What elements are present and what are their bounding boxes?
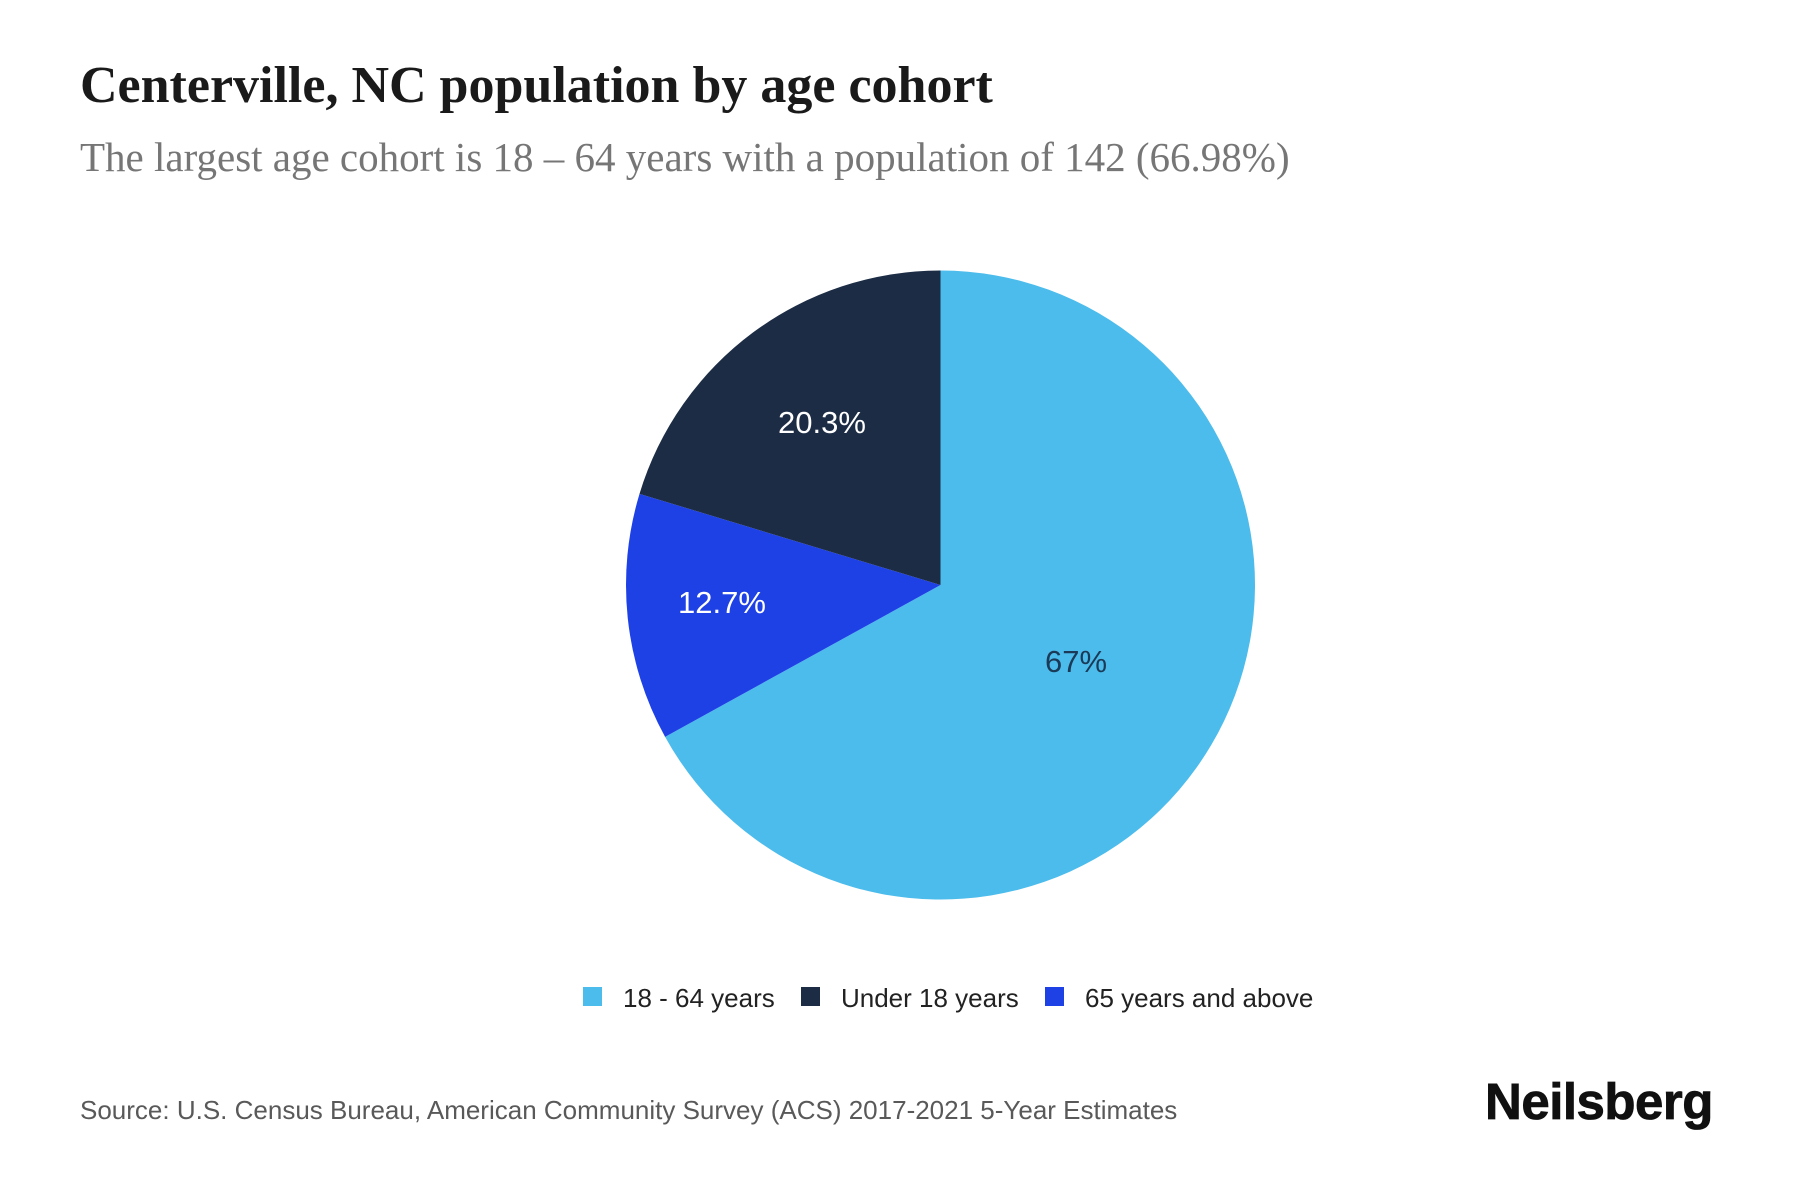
svg-text:67%: 67% (1045, 644, 1107, 679)
svg-text:20.3%: 20.3% (778, 405, 866, 440)
svg-text:12.7%: 12.7% (678, 585, 766, 620)
